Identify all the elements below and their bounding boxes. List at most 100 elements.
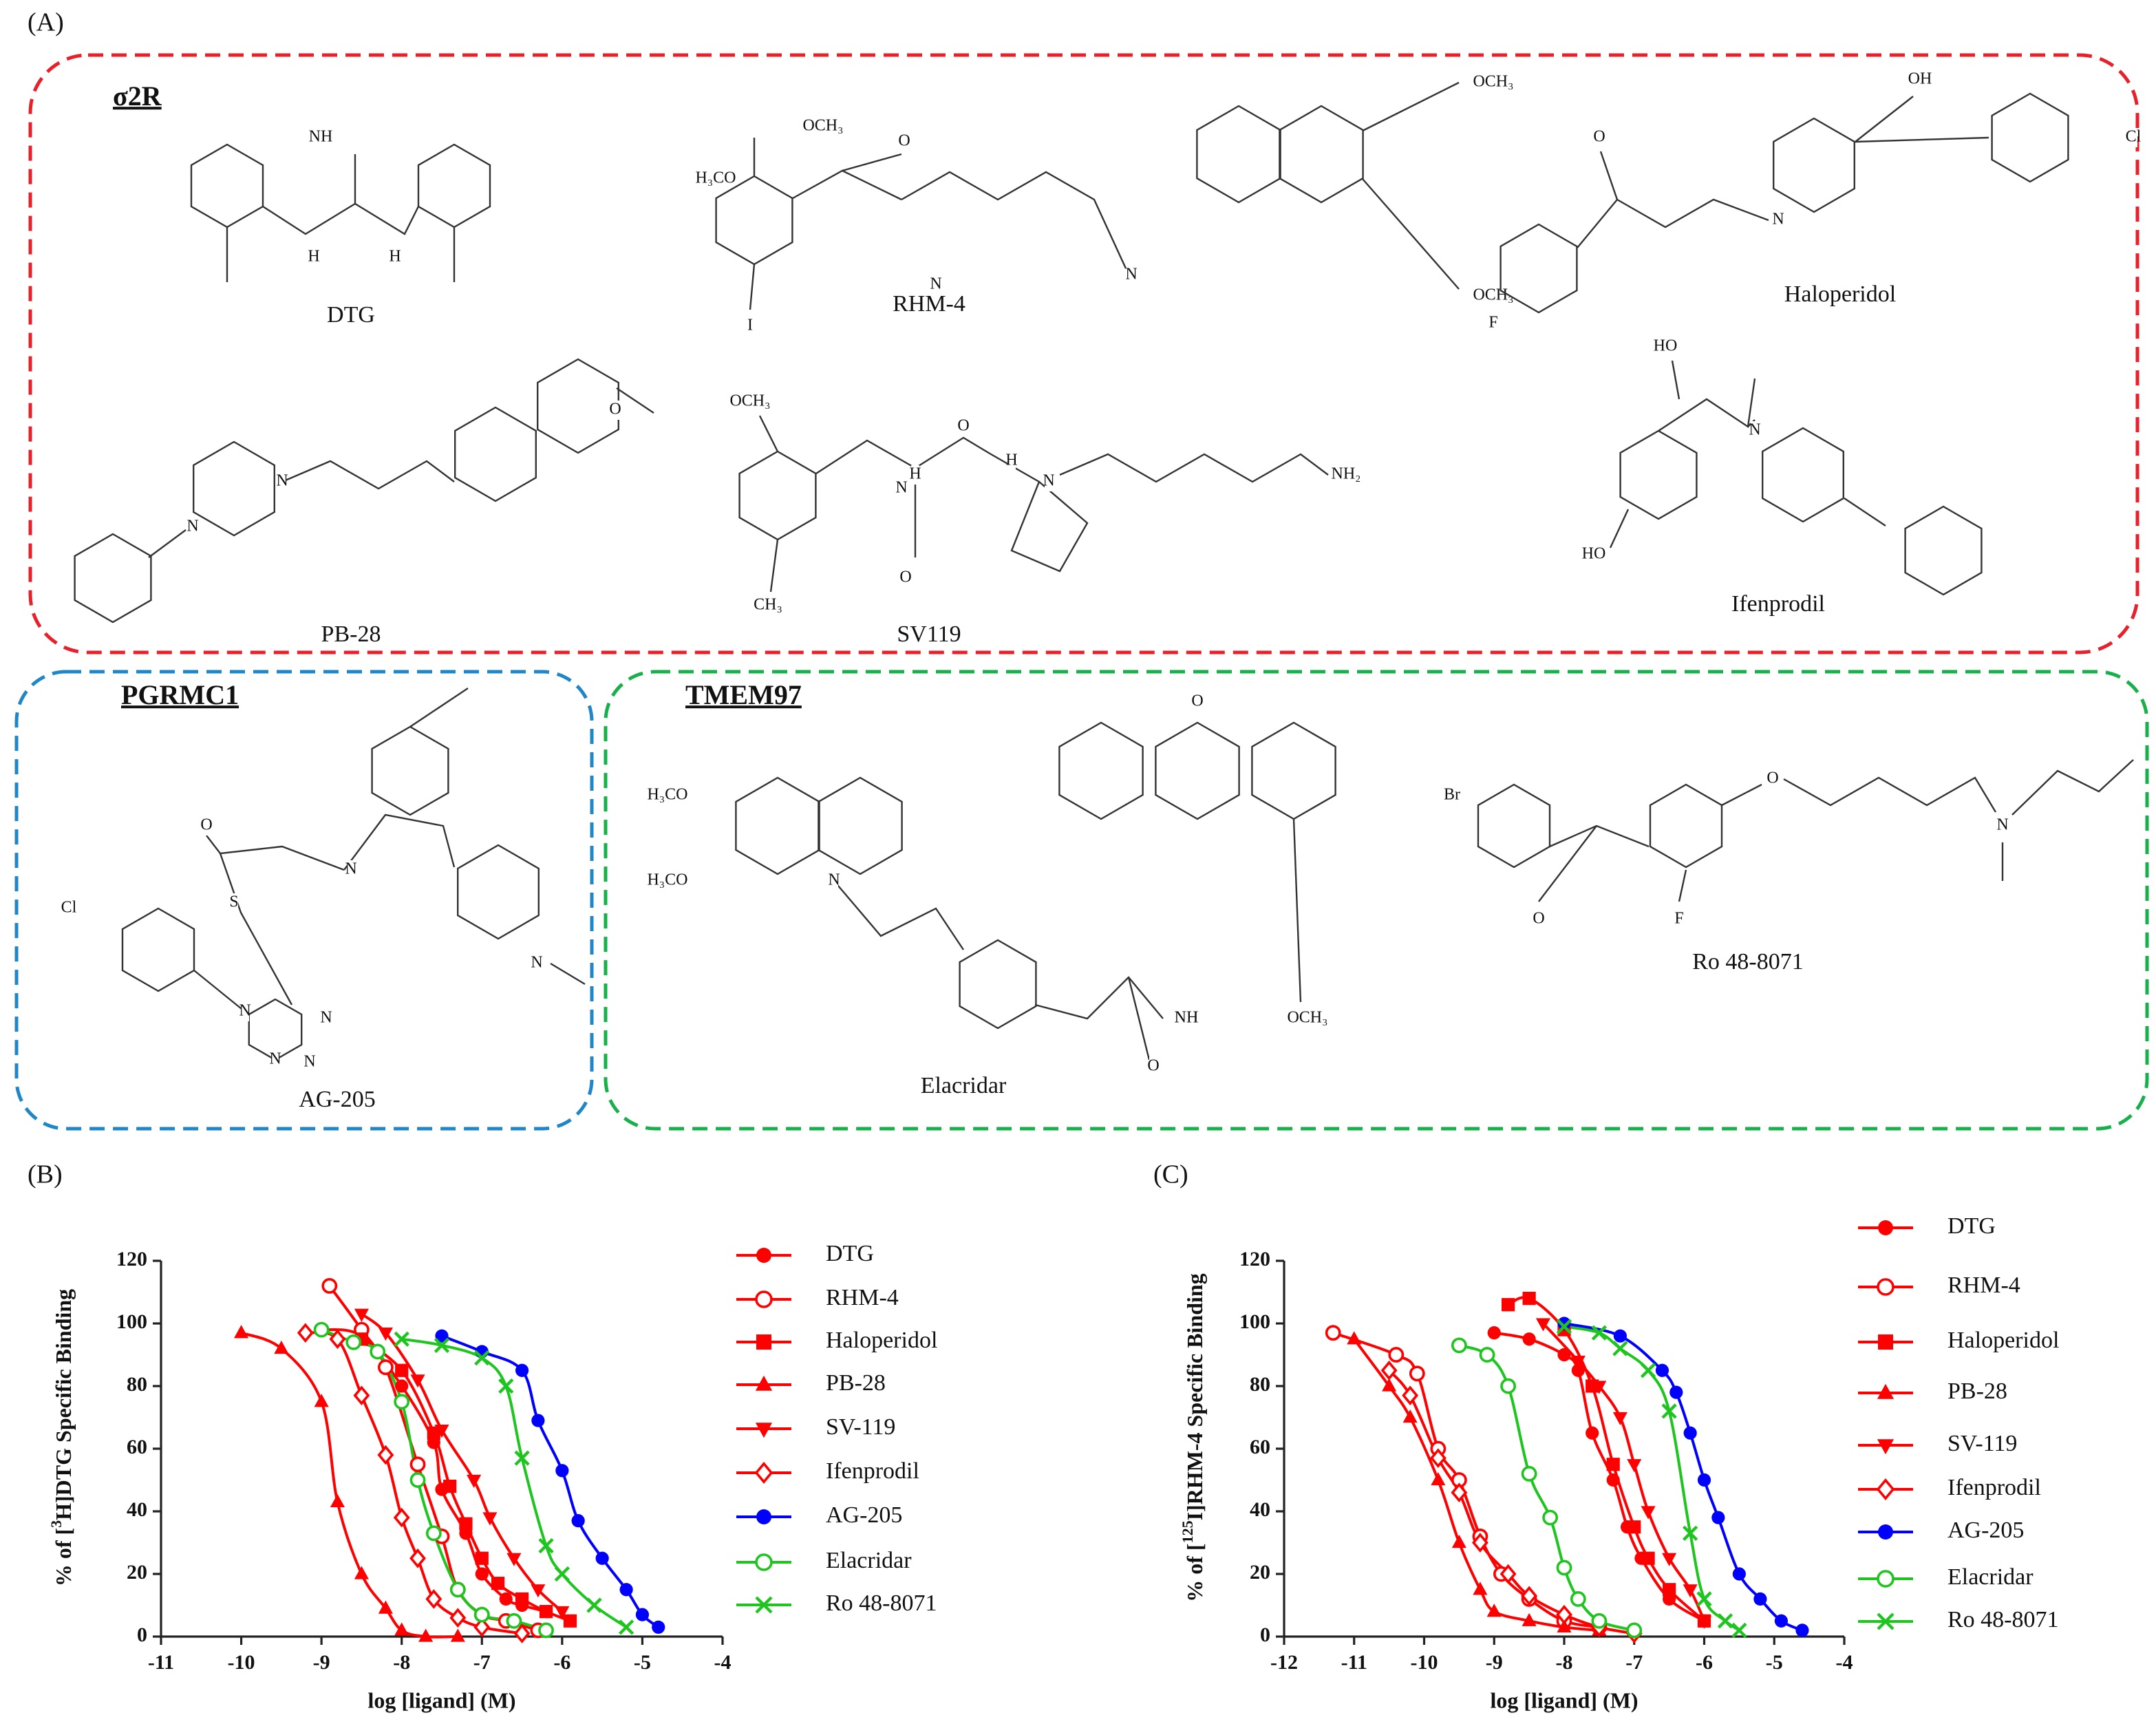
x-tick-label: -11 (148, 1651, 174, 1674)
atom-bg (202, 816, 211, 835)
atom-label: N (1125, 266, 1137, 284)
marker (482, 1512, 498, 1526)
atom-label: H₃CO (647, 871, 687, 889)
atom-label: OCH₃ (1287, 1009, 1327, 1027)
marker (555, 1606, 570, 1620)
marker (443, 1480, 457, 1493)
bond (1855, 96, 1914, 142)
y-axis-label-part: % of [ (1182, 1543, 1207, 1601)
atom-label: O (609, 401, 621, 418)
bond (1292, 818, 1302, 1003)
atom-label: H₃CO (695, 169, 736, 187)
legend-marker (754, 1461, 773, 1484)
bond (193, 970, 246, 1012)
marker (1570, 1590, 1586, 1607)
marker (234, 1325, 249, 1339)
marker (409, 1456, 426, 1473)
marker (434, 1425, 449, 1438)
fit-curve (321, 1328, 547, 1632)
legend-label: SV-119 (826, 1414, 895, 1440)
marker (394, 1394, 410, 1410)
marker (554, 1566, 570, 1582)
atom-label: N (1996, 816, 2008, 834)
marker (1641, 1551, 1655, 1565)
atom-bg (611, 401, 619, 420)
compound-name: Elacridar (921, 1073, 1007, 1098)
ring (1155, 721, 1240, 820)
atom-label: N (895, 479, 907, 497)
ring (1772, 117, 1856, 213)
ring (1058, 721, 1144, 820)
x-tick-label: -8 (1556, 1651, 1573, 1674)
marker (1402, 1409, 1418, 1423)
bond (1362, 81, 1460, 132)
marker (427, 1426, 440, 1440)
marker (1556, 1604, 1572, 1625)
y-axis-label-part: 125 (1179, 1520, 1196, 1543)
marker (1717, 1613, 1733, 1629)
atom-bg (1590, 545, 1598, 564)
marker (473, 1606, 490, 1623)
atom-label: O (899, 568, 911, 586)
atom-label: N (930, 275, 941, 293)
marker (321, 1278, 338, 1294)
y-tick-label: 0 (1260, 1624, 1270, 1646)
marker (1753, 1592, 1767, 1606)
group-box (14, 670, 594, 1131)
atom-label: HO (1654, 337, 1678, 355)
marker (434, 1337, 450, 1354)
bond (833, 880, 964, 950)
legend-marker (1877, 1439, 1894, 1455)
marker (393, 1507, 410, 1528)
marker (475, 1567, 489, 1581)
marker (1479, 1347, 1495, 1363)
x-axis-label: log [ligand] (M) (367, 1688, 515, 1712)
marker (378, 1327, 393, 1341)
x-tick-label: -5 (634, 1651, 651, 1674)
legend-marker (756, 1334, 771, 1350)
marker (394, 1622, 409, 1636)
atom-bg (1007, 451, 1016, 471)
marker (1431, 1471, 1446, 1486)
ring (1499, 223, 1578, 314)
marker (314, 1394, 329, 1407)
bond (769, 539, 779, 593)
marker (395, 1363, 409, 1377)
atom-bg (1045, 472, 1053, 491)
atom-label: Br (1444, 786, 1460, 804)
legend-label: Elacridar (826, 1548, 912, 1573)
marker (515, 1363, 529, 1377)
marker (1662, 1553, 1677, 1566)
atom-bg (764, 596, 772, 615)
legend-marker (755, 1290, 773, 1308)
atom-bg (1182, 1009, 1191, 1028)
y-axis-label: % of [3H]DTG Specific Binding (47, 1289, 76, 1586)
marker (1696, 1615, 1712, 1629)
atom-label: OCH₃ (802, 117, 843, 135)
atom-label: NH₂ (1331, 465, 1360, 483)
marker (1522, 1612, 1537, 1626)
marker (1556, 1319, 1572, 1334)
atom-bg (347, 860, 355, 880)
marker (459, 1517, 473, 1531)
atom-bg (391, 248, 399, 267)
ring (1761, 427, 1845, 523)
atom-bg (959, 417, 968, 436)
bond (1127, 977, 1151, 1061)
ring (457, 844, 540, 940)
bond (550, 962, 586, 986)
marker (449, 1608, 467, 1628)
atom-label: F (1674, 910, 1683, 928)
bond (749, 264, 756, 310)
atom-label: N (186, 518, 198, 535)
x-tick-label: -7 (1625, 1651, 1643, 1674)
ring (1904, 505, 1983, 596)
compound-name: DTG (327, 302, 375, 328)
marker (1325, 1325, 1341, 1341)
marker (515, 1592, 529, 1606)
compound-name: Ifenprodil (1731, 591, 1825, 617)
atom-bg (1448, 786, 1456, 805)
group-label: σ2R (113, 81, 162, 111)
x-tick-label: -11 (1341, 1651, 1367, 1674)
ring (735, 776, 820, 875)
